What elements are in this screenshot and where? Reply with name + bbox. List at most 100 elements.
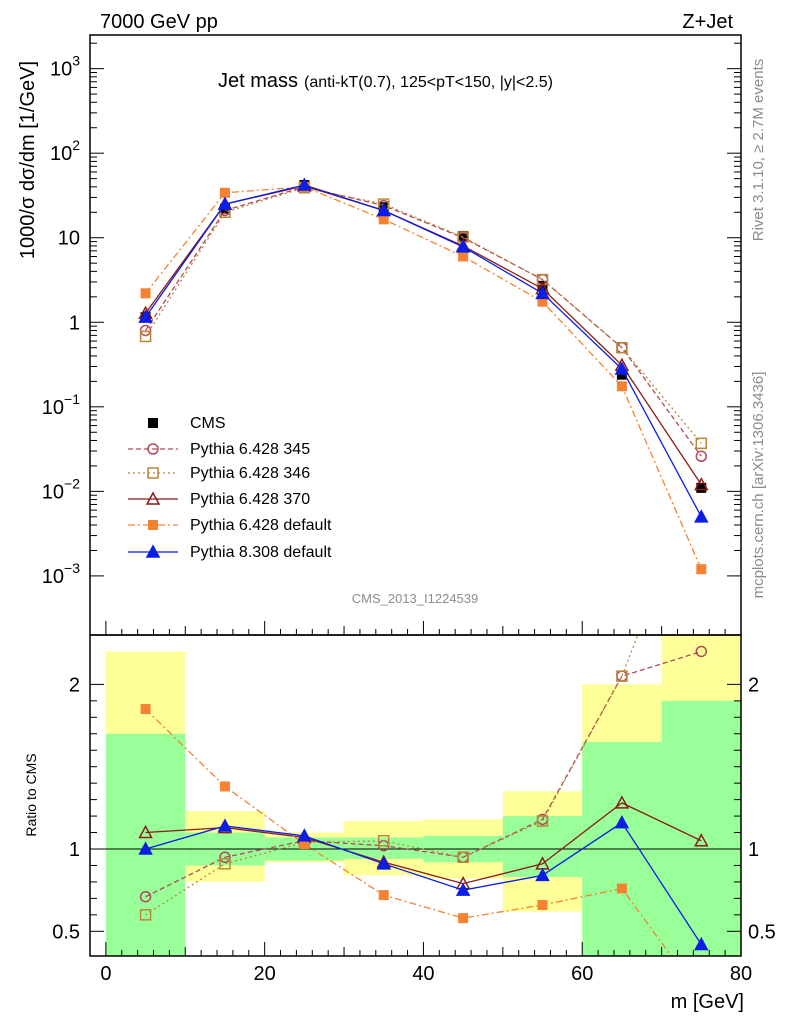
point-pythia-6-428-346-0	[139, 330, 152, 343]
legend: CMS Pythia 6.428 345 Pythia 6.428 346 Py…	[128, 415, 332, 561]
ratio-point-pythia-8-308-default-1	[217, 818, 233, 832]
y-axis-label-top: 1000/σ dσ/dm [1/GeV]	[17, 61, 39, 259]
analysis-tag: CMS_2013_I1224539	[352, 591, 479, 606]
plot-title-sub: (anti-kT(0.7), 125<pT<150, |y|<2.5)	[304, 74, 553, 91]
ratio-line-pythia-6-428-346	[145, 635, 639, 916]
point-pythia-8-308-default-6	[614, 361, 630, 375]
legend-marker-pythia-8-308-default	[145, 544, 161, 558]
ratio-y-tick-label: 2	[69, 674, 80, 696]
ratio-line-pythia-6-428-370	[145, 802, 702, 885]
top-panel-frame	[89, 34, 742, 636]
ratio-point-pythia-6-428-346-0	[139, 909, 152, 921]
line-pythia-6-428-370	[145, 185, 702, 486]
ratio-series-pythia-8-308-default	[138, 815, 709, 951]
x-tick-label: 0	[100, 963, 111, 985]
point-pythia-6-428-default-0	[140, 288, 151, 299]
ratio-point-pythia-6-428-370-0	[138, 824, 153, 839]
point-pythia-8-308-default-4	[455, 239, 471, 253]
ratio-point-pythia-8-308-default-7	[694, 936, 709, 951]
point-cms-4	[458, 230, 469, 241]
line-pythia-6-428-default	[145, 186, 702, 570]
ratio-point-pythia-6-428-345-1	[219, 851, 231, 863]
y-tick-label: 10−3	[42, 560, 80, 588]
point-pythia-8-308-default-2	[297, 177, 312, 191]
x-tick-label: 80	[730, 963, 752, 985]
point-pythia-8-308-default-7	[694, 509, 709, 523]
point-pythia-8-308-default-3	[376, 202, 392, 217]
legend-label-p6-370: Pythia 6.428 370	[190, 491, 310, 508]
point-pythia-8-308-default-1	[217, 196, 233, 210]
ratio-point-pythia-6-428-346-1	[219, 858, 231, 870]
line-pythia-8-308-default	[145, 184, 702, 518]
ratio-point-pythia-6-428-default-2	[299, 839, 310, 850]
rivet-version-label: Rivet 3.1.10, ≥ 2.7M events	[750, 59, 767, 242]
ratio-point-pythia-8-308-default-6	[614, 815, 630, 829]
series-pythia-8-308-default	[138, 177, 709, 523]
ratio-point-pythia-6-428-346-4	[457, 851, 469, 863]
x-tick-label: 40	[412, 963, 434, 985]
line-pythia-6-428-345	[145, 186, 702, 457]
legend-label-p6-346: Pythia 6.428 346	[190, 465, 310, 482]
y-tick-label: 10	[58, 228, 80, 250]
ratio-line-pythia-8-308-default	[145, 821, 702, 945]
ratio-point-pythia-6-428-345-0	[139, 890, 152, 903]
line-pythia-6-428-346	[145, 187, 702, 444]
point-pythia-6-428-default-4	[458, 251, 469, 262]
y-axis-label-ratio: Ratio to CMS	[23, 753, 39, 836]
ratio-point-pythia-6-428-346-6	[616, 670, 628, 682]
ratio-point-pythia-8-308-default-4	[455, 882, 471, 896]
y-tick-label: 103	[50, 53, 80, 81]
x-tick-label: 60	[571, 963, 593, 985]
point-pythia-8-308-default-0	[138, 309, 153, 323]
point-pythia-6-428-default-3	[378, 214, 389, 225]
ratio-point-pythia-6-428-default-0	[140, 704, 151, 715]
ratio-point-pythia-6-428-370-7	[694, 833, 709, 847]
ratio-y-tick-label-right: 2	[748, 674, 759, 696]
point-pythia-6-428-346-7	[695, 437, 708, 450]
ratio-point-pythia-6-428-default-6	[616, 883, 627, 894]
point-pythia-6-428-default-7	[696, 564, 707, 575]
ratio-point-pythia-6-428-346-3	[377, 835, 390, 847]
ratio-point-pythia-6-428-default-4	[458, 913, 469, 924]
x-tick-label: 20	[254, 963, 276, 985]
plot-title-main: Jet mass	[218, 70, 298, 92]
legend-label-p6-default: Pythia 6.428 default	[190, 517, 332, 534]
ratio-y-tick-label-right: 1	[748, 839, 759, 861]
ratio-point-pythia-6-428-346-7	[696, 465, 706, 475]
series-pythia-6-428-346	[139, 182, 708, 450]
legend-marker-pythia-6-428-370	[145, 491, 161, 505]
ratio-point-pythia-8-308-default-2	[297, 828, 312, 842]
y-tick-label: 10−1	[42, 391, 80, 419]
point-pythia-6-428-default-5	[537, 296, 548, 307]
ratio-y-tick-label: 1	[69, 839, 80, 861]
legend-marker-cms	[148, 418, 158, 428]
ratio-point-pythia-6-428-345-7	[695, 645, 708, 658]
legend-marker-pythia-6-428-default	[148, 520, 158, 530]
point-cms-7	[696, 482, 707, 493]
header-process: Z+Jet	[682, 11, 733, 33]
point-pythia-6-428-default-1	[219, 187, 230, 198]
ratio-point-pythia-8-308-default-3	[376, 856, 392, 870]
y-tick-label: 1	[69, 312, 80, 334]
ratio-point-pythia-6-428-345-6	[616, 670, 628, 682]
y-tick-label: 10−2	[42, 475, 80, 503]
ratio-point-pythia-6-428-default-1	[219, 781, 230, 792]
header-energy: 7000 GeV pp	[100, 11, 218, 33]
ratio-point-pythia-8-308-default-0	[138, 841, 153, 855]
ratio-point-pythia-6-428-default-5	[537, 899, 548, 910]
legend-marker-pythia-6-428-345	[147, 443, 159, 455]
ratio-stat-band-bin-3	[344, 837, 424, 859]
legend-label-p8-default: Pythia 8.308 default	[190, 544, 332, 561]
legend-marker-pythia-6-428-346	[147, 467, 159, 479]
point-pythia-6-428-346-5	[536, 273, 549, 286]
mcplots-reference-label: mcplots.cern.ch [arXiv:1306.3436]	[750, 372, 767, 599]
ratio-point-pythia-6-428-default-3	[378, 890, 389, 901]
point-pythia-6-428-default-6	[616, 381, 627, 392]
point-pythia-6-428-370-7	[694, 477, 709, 491]
ratio-panel-frame	[89, 634, 742, 957]
ratio-line-pythia-6-428-345	[145, 650, 702, 898]
ratio-point-pythia-8-308-default-5	[535, 867, 550, 882]
ratio-point-pythia-6-428-346-5	[536, 815, 549, 827]
ratio-series-pythia-6-428-default	[140, 704, 673, 956]
